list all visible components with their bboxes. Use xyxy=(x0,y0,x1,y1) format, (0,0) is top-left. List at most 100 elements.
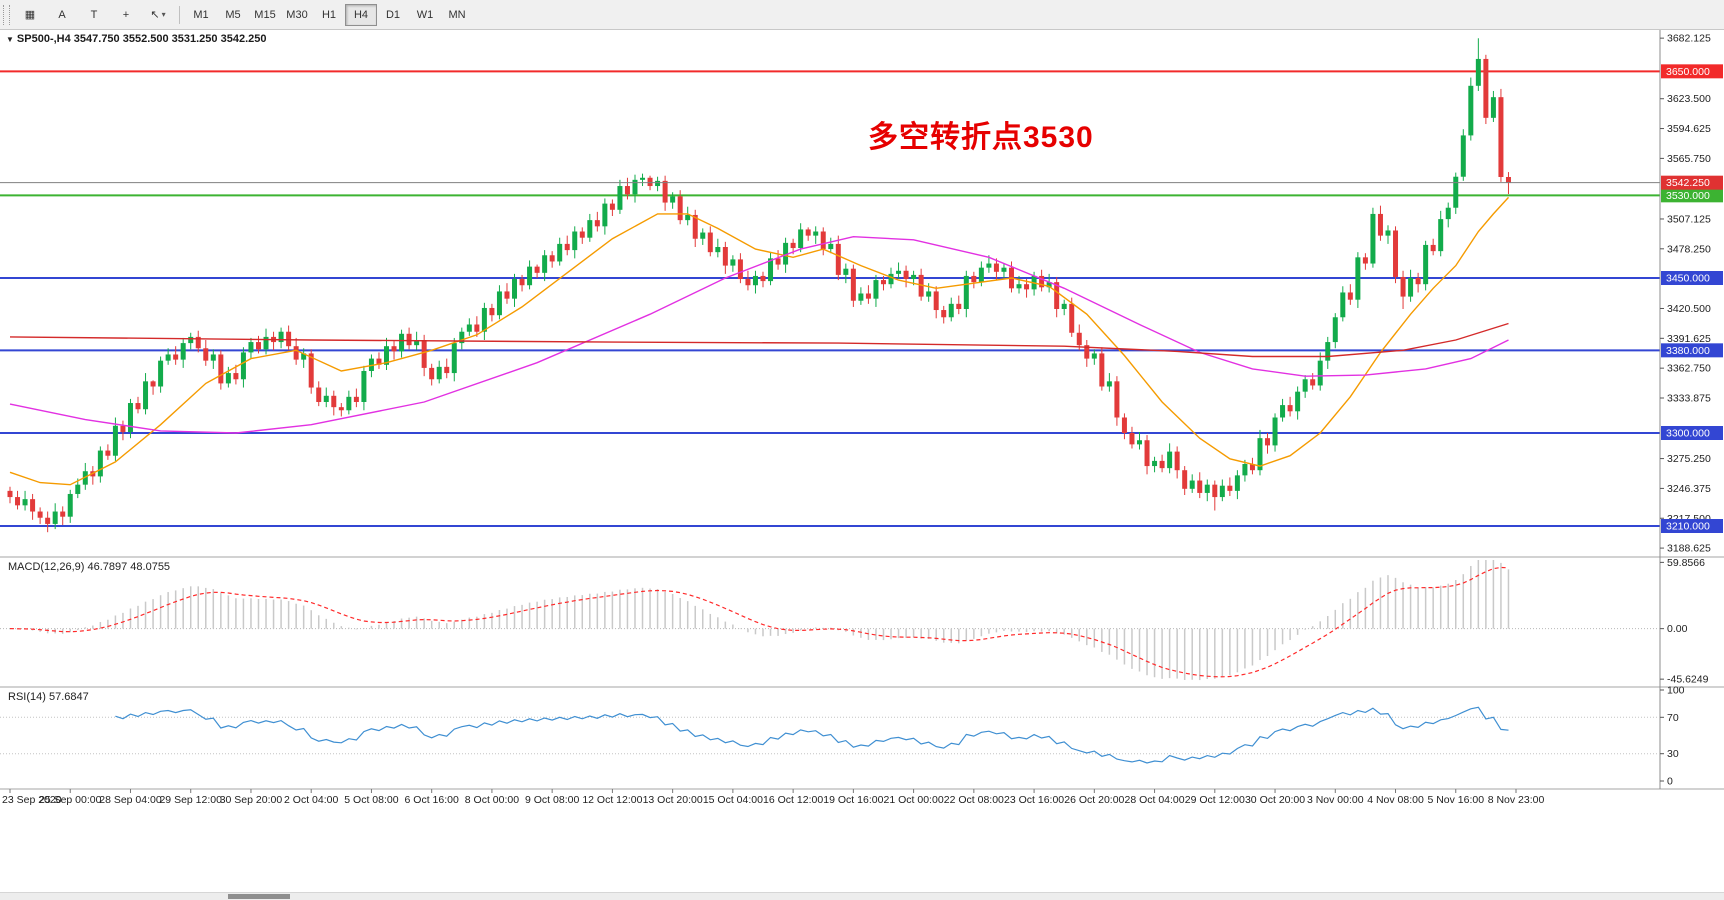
svg-text:22 Oct 08:00: 22 Oct 08:00 xyxy=(944,794,1004,806)
toolbar: ▦ A T + ↖ ▾ M1 M5 M15 M30 H1 H4 D1 W1 MN xyxy=(0,0,1724,30)
svg-text:3450.000: 3450.000 xyxy=(1666,273,1710,285)
symbol-info: ▼ SP500-,H4 3547.750 3552.500 3531.250 35… xyxy=(6,33,266,45)
timeframe-m5[interactable]: M5 xyxy=(225,8,241,21)
svg-text:15 Oct 04:00: 15 Oct 04:00 xyxy=(703,794,763,806)
timeframe-h4[interactable]: H4 xyxy=(345,3,377,26)
horizontal-level-lines[interactable] xyxy=(0,70,1660,527)
svg-text:3333.875: 3333.875 xyxy=(1667,392,1711,404)
timeframe-buttons: M1 M5 M15 M30 H1 H4 D1 W1 MN xyxy=(185,3,473,26)
svg-text:3210.000: 3210.000 xyxy=(1666,521,1710,533)
svg-text:2 Oct 04:00: 2 Oct 04:00 xyxy=(284,794,338,806)
svg-text:9 Oct 08:00: 9 Oct 08:00 xyxy=(525,794,579,806)
svg-text:3650.000: 3650.000 xyxy=(1666,66,1710,78)
svg-text:3380.000: 3380.000 xyxy=(1666,345,1710,357)
svg-text:3188.625: 3188.625 xyxy=(1667,543,1711,555)
svg-text:8 Oct 00:00: 8 Oct 00:00 xyxy=(465,794,519,806)
svg-text:-45.6249: -45.6249 xyxy=(1667,674,1709,686)
svg-text:30 Oct 20:00: 30 Oct 20:00 xyxy=(1245,794,1305,806)
axis-label-3650.000 xyxy=(1661,64,1723,79)
svg-text:19 Oct 16:00: 19 Oct 16:00 xyxy=(823,794,883,806)
svg-text:3300.000: 3300.000 xyxy=(1666,428,1710,440)
axis-label-3300.000 xyxy=(1661,426,1723,440)
chart-annotation: 多空转折点3530 xyxy=(868,121,1094,154)
rsi-label: RSI(14) 57.6847 xyxy=(8,691,89,703)
timeframe-m1[interactable]: M1 xyxy=(193,8,209,21)
svg-text:3478.250: 3478.250 xyxy=(1667,243,1711,255)
svg-text:21 Oct 00:00: 21 Oct 00:00 xyxy=(884,794,944,806)
dropdown-caret-icon: ▾ xyxy=(161,9,166,19)
svg-text:3275.250: 3275.250 xyxy=(1667,453,1711,465)
chart-window-icon[interactable]: ▦ xyxy=(24,8,36,21)
axis-label-3210.000 xyxy=(1661,519,1723,533)
timeframe-h1[interactable]: H1 xyxy=(321,8,337,21)
text-tool-button[interactable]: T xyxy=(90,8,98,21)
macd-panel[interactable]: 59.8566 0.00 -45.6249 xyxy=(0,557,1709,686)
toolbar-separator xyxy=(179,5,180,24)
axis-label-3450.000 xyxy=(1661,271,1723,285)
ma-mid xyxy=(9,235,1509,434)
svg-text:3507.125: 3507.125 xyxy=(1667,213,1711,225)
scrollbar-thumb[interactable] xyxy=(228,894,290,899)
svg-text:3530.000: 3530.000 xyxy=(1666,190,1710,202)
axis-label-3380.000 xyxy=(1661,343,1723,358)
axis-label-3530.000 xyxy=(1661,188,1723,203)
svg-text:5 Oct 08:00: 5 Oct 08:00 xyxy=(344,794,398,806)
rsi-panel[interactable]: 100 70 30 0 xyxy=(0,685,1685,788)
svg-text:29 Oct 12:00: 29 Oct 12:00 xyxy=(1185,794,1245,806)
svg-text:12 Oct 12:00: 12 Oct 12:00 xyxy=(582,794,642,806)
svg-text:4 Nov 08:00: 4 Nov 08:00 xyxy=(1367,794,1424,806)
bid-price-label xyxy=(1661,175,1723,190)
svg-text:70: 70 xyxy=(1667,712,1679,724)
symbol-ohlc-text: SP500-,H4 3547.750 3552.500 3531.250 354… xyxy=(16,33,267,45)
toolbar-icon-buttons: ▦ A T + ↖ ▾ xyxy=(14,3,174,26)
svg-text:5 Nov 16:00: 5 Nov 16:00 xyxy=(1427,794,1484,806)
svg-text:100: 100 xyxy=(1667,685,1685,697)
timeframe-m15[interactable]: M15 xyxy=(254,8,276,21)
timeframe-m30[interactable]: M30 xyxy=(286,8,308,21)
crosshair-tool-button[interactable]: + xyxy=(122,8,130,21)
svg-text:13 Oct 20:00: 13 Oct 20:00 xyxy=(643,794,703,806)
svg-text:0: 0 xyxy=(1667,776,1673,788)
svg-text:16 Oct 12:00: 16 Oct 12:00 xyxy=(763,794,823,806)
horizontal-scrollbar[interactable] xyxy=(0,892,1724,900)
svg-text:3420.500: 3420.500 xyxy=(1667,303,1711,315)
svg-text:3542.250: 3542.250 xyxy=(1666,177,1710,189)
svg-text:59.8566: 59.8566 xyxy=(1667,557,1705,569)
svg-text:3682.125: 3682.125 xyxy=(1667,33,1711,45)
svg-text:8 Nov 23:00: 8 Nov 23:00 xyxy=(1488,794,1545,806)
svg-text:23 Sep 2020: 23 Sep 2020 xyxy=(2,794,62,806)
svg-text:3623.500: 3623.500 xyxy=(1667,93,1711,105)
macd-label: MACD(12,26,9) 46.7897 48.0755 xyxy=(8,561,171,573)
macd-signal-line xyxy=(9,566,1509,678)
draw-tools-button[interactable]: ↖ ▾ xyxy=(150,8,166,21)
svg-text:3246.375: 3246.375 xyxy=(1667,483,1711,495)
timeframe-mn[interactable]: MN xyxy=(448,8,466,21)
svg-text:28 Oct 04:00: 28 Oct 04:00 xyxy=(1124,794,1184,806)
svg-text:29 Sep 12:00: 29 Sep 12:00 xyxy=(159,794,222,806)
toolbar-grip[interactable] xyxy=(3,4,10,25)
timeframe-d1[interactable]: D1 xyxy=(385,8,401,21)
svg-text:3565.750: 3565.750 xyxy=(1667,153,1711,165)
svg-text:28 Sep 04:00: 28 Sep 04:00 xyxy=(99,794,162,806)
svg-text:3 Nov 00:00: 3 Nov 00:00 xyxy=(1307,794,1364,806)
ma-fast xyxy=(9,196,1510,486)
svg-text:30: 30 xyxy=(1667,748,1679,760)
rsi-line xyxy=(115,706,1509,764)
price-axis[interactable]: 3682.125 3623.500 3594.625 3565.750 3507.125… xyxy=(1660,33,1723,555)
svg-text:3594.625: 3594.625 xyxy=(1667,123,1711,135)
candlestick-layer xyxy=(7,38,1511,533)
ma-slow xyxy=(9,322,1509,358)
symbol-dropdown-icon[interactable]: ▼ xyxy=(6,35,14,44)
svg-text:0.00: 0.00 xyxy=(1667,623,1688,635)
svg-text:3391.625: 3391.625 xyxy=(1667,333,1711,345)
svg-text:6 Oct 16:00: 6 Oct 16:00 xyxy=(405,794,459,806)
svg-text:30 Sep 20:00: 30 Sep 20:00 xyxy=(220,794,283,806)
timeframe-w1[interactable]: W1 xyxy=(416,8,434,21)
moving-average-lines xyxy=(9,196,1510,486)
cursor-mode-button[interactable]: A xyxy=(58,8,66,21)
svg-text:3362.750: 3362.750 xyxy=(1667,363,1711,375)
svg-text:25 Sep 00:00: 25 Sep 00:00 xyxy=(39,794,102,806)
svg-text:23 Oct 16:00: 23 Oct 16:00 xyxy=(1004,794,1064,806)
